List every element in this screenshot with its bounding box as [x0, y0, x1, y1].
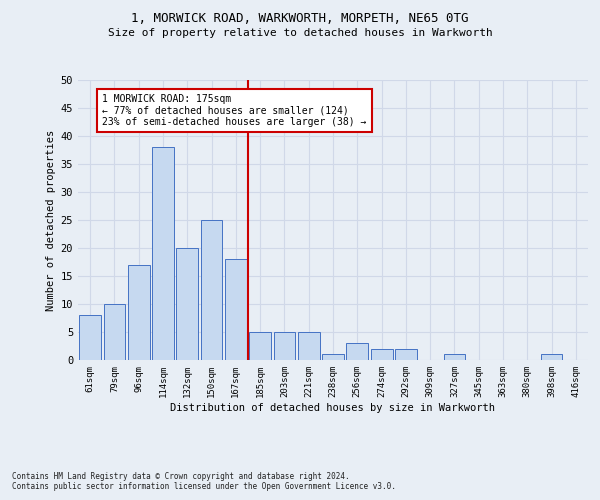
Bar — [274, 332, 295, 360]
Text: 1 MORWICK ROAD: 175sqm
← 77% of detached houses are smaller (124)
23% of semi-de: 1 MORWICK ROAD: 175sqm ← 77% of detached… — [102, 94, 367, 127]
Bar — [346, 343, 368, 360]
Bar — [128, 265, 149, 360]
Bar — [200, 220, 223, 360]
Bar — [225, 259, 247, 360]
Bar — [152, 147, 174, 360]
Bar — [541, 354, 562, 360]
Text: Contains HM Land Registry data © Crown copyright and database right 2024.: Contains HM Land Registry data © Crown c… — [12, 472, 350, 481]
Bar — [322, 354, 344, 360]
Bar — [395, 349, 417, 360]
Y-axis label: Number of detached properties: Number of detached properties — [46, 130, 56, 310]
Bar — [371, 349, 392, 360]
Text: 1, MORWICK ROAD, WARKWORTH, MORPETH, NE65 0TG: 1, MORWICK ROAD, WARKWORTH, MORPETH, NE6… — [131, 12, 469, 26]
Bar — [104, 304, 125, 360]
Text: Contains public sector information licensed under the Open Government Licence v3: Contains public sector information licen… — [12, 482, 396, 491]
Bar — [249, 332, 271, 360]
Bar — [176, 248, 198, 360]
Bar — [298, 332, 320, 360]
Bar — [443, 354, 466, 360]
X-axis label: Distribution of detached houses by size in Warkworth: Distribution of detached houses by size … — [170, 402, 496, 412]
Bar — [79, 315, 101, 360]
Text: Size of property relative to detached houses in Warkworth: Size of property relative to detached ho… — [107, 28, 493, 38]
